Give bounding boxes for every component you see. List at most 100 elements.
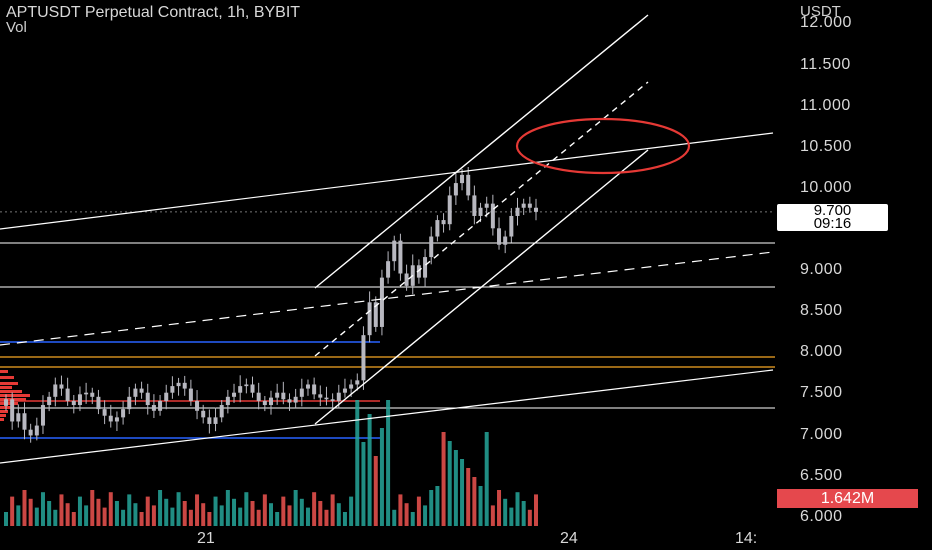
candle-body	[330, 399, 335, 401]
candle-body	[423, 257, 428, 278]
volume-bar	[53, 509, 58, 526]
candle-body	[133, 388, 138, 397]
volume-bar	[250, 501, 255, 526]
candle-body	[281, 392, 286, 400]
volume-bar	[466, 468, 471, 526]
chart-title: APTUSDT Perpetual Contract, 1h, BYBIT	[6, 4, 301, 21]
volume-profile-row	[0, 410, 8, 413]
volume-bar	[318, 501, 323, 526]
volume-bar	[342, 512, 347, 526]
candle-body	[232, 392, 237, 397]
volume-bar	[441, 432, 446, 526]
candle-body	[355, 380, 360, 385]
candle-body	[28, 429, 33, 436]
candle-body	[299, 388, 304, 397]
volume-bar	[503, 498, 508, 526]
volume-profile-row	[0, 370, 8, 373]
volume-bar	[139, 512, 144, 526]
volume-bar	[244, 492, 249, 526]
candle-body	[379, 277, 384, 327]
volume-bar	[447, 441, 452, 526]
candle-body	[65, 388, 70, 401]
last-price-value: 9.700	[813, 202, 852, 219]
volume-bar	[84, 505, 89, 526]
volume-bar	[361, 442, 366, 526]
candle-body	[170, 386, 175, 393]
volume-bar	[219, 505, 224, 526]
candle-body	[182, 382, 187, 389]
volume-profile-row	[0, 376, 14, 379]
candle-body	[293, 396, 298, 403]
candle-body	[478, 207, 483, 216]
candle-body	[447, 195, 452, 225]
candle-body	[238, 386, 243, 393]
trend-line	[0, 132, 774, 230]
volume-bar	[484, 432, 489, 526]
volume-bar	[127, 494, 132, 526]
candle-body	[127, 396, 132, 410]
candle-body	[392, 240, 397, 262]
candle-body	[188, 388, 193, 401]
candle-body	[71, 400, 76, 406]
candle-body	[336, 392, 341, 401]
price-tick: 10.500	[800, 138, 852, 155]
volume-bar	[404, 503, 409, 526]
volume-bar	[497, 490, 502, 526]
candle-body	[102, 409, 107, 416]
volume-bar	[40, 492, 45, 526]
volume-bar	[207, 512, 212, 526]
volume-bar	[429, 490, 434, 526]
trend-line	[0, 369, 774, 464]
channel-median-line	[314, 81, 649, 357]
price-tick: 11.000	[800, 97, 851, 114]
drawings	[0, 14, 774, 464]
candle-body	[373, 302, 378, 327]
candle-body	[269, 397, 273, 406]
volume-indicator-label[interactable]: Vol	[6, 19, 27, 36]
volume-bars	[4, 400, 538, 526]
volume-bar	[256, 509, 261, 526]
candle-body	[534, 207, 538, 212]
volume-bar	[232, 498, 237, 526]
candle-body	[305, 384, 310, 389]
volume-bar	[47, 501, 52, 526]
volume-bar	[96, 498, 101, 526]
candle-body	[145, 392, 150, 406]
volume-bar	[133, 503, 138, 526]
volume-bar	[59, 494, 64, 526]
volume-bar	[195, 494, 200, 526]
candle-body	[342, 388, 347, 393]
volume-bar	[416, 496, 421, 526]
volume-bar	[28, 498, 33, 526]
candle-body	[441, 220, 446, 225]
candle-body	[515, 207, 520, 216]
bar-countdown: 09:16	[813, 215, 852, 232]
candle-body	[521, 203, 526, 208]
candle-body	[250, 384, 255, 393]
volume-bar	[435, 486, 440, 526]
volume-bar	[509, 507, 514, 526]
candle-body	[77, 394, 82, 406]
price-tick: 10.000	[800, 179, 852, 196]
volume-bar	[423, 505, 428, 526]
candle-body	[484, 203, 489, 208]
candle-body	[96, 396, 101, 410]
candle-body	[84, 392, 89, 395]
candle-body	[324, 397, 329, 400]
volume-profile-row	[0, 382, 18, 385]
volume-bar	[164, 498, 169, 526]
time-tick: 14:	[735, 530, 758, 547]
channel-upper-line	[314, 14, 649, 289]
volume-bar	[262, 494, 267, 526]
highlight-circle	[515, 117, 691, 175]
volume-bar	[121, 509, 126, 526]
price-tick: 8.000	[800, 343, 843, 360]
candle-body	[361, 335, 366, 381]
candle-body	[416, 265, 421, 278]
price-tick: 8.500	[800, 302, 843, 319]
candle-body	[139, 388, 144, 393]
candle-body	[435, 220, 440, 237]
volume-bar	[4, 512, 8, 526]
volume-bar	[324, 509, 329, 526]
